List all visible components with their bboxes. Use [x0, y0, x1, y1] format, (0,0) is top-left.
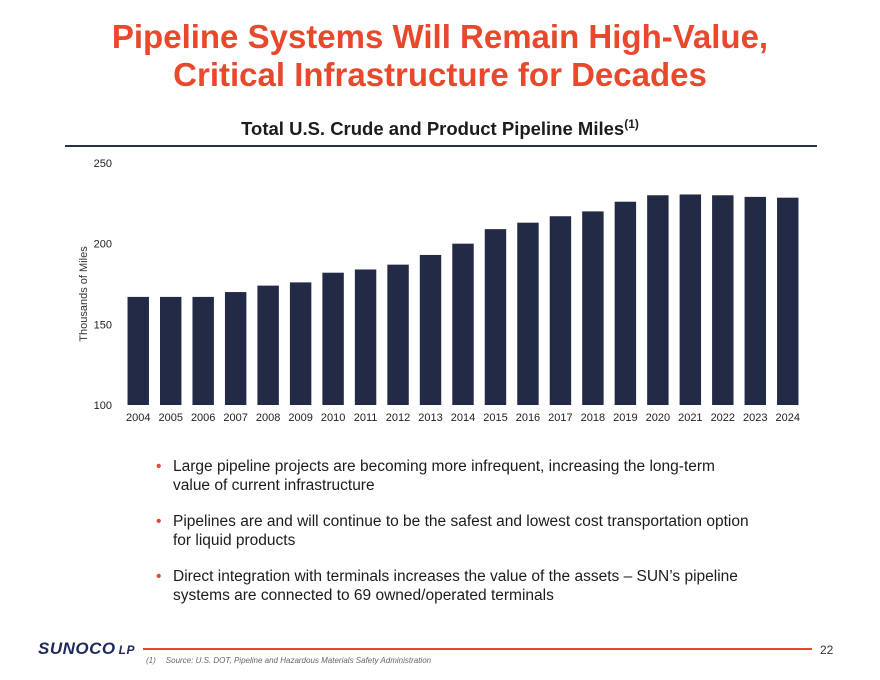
x-tick-label: 2011: [354, 412, 378, 424]
bar-2016: [517, 222, 539, 405]
bullet-text: Direct integration with terminals increa…: [173, 568, 738, 604]
y-tick-label: 200: [94, 239, 112, 251]
bar-2009: [289, 282, 312, 405]
slide-title-line1: Pipeline Systems Will Remain High-Value,: [111, 18, 769, 55]
slide-title: Pipeline Systems Will Remain High-Value,…: [0, 18, 880, 94]
x-tick-label: 2010: [321, 412, 345, 424]
x-tick-label: 2024: [776, 412, 800, 424]
x-tick-label: 2019: [613, 412, 637, 424]
footnote-text: Source: U.S. DOT, Pipeline and Hazardous…: [165, 656, 432, 665]
x-tick-label: 2018: [581, 412, 605, 424]
bar-2011: [354, 269, 377, 405]
bar-2010: [322, 272, 344, 405]
logo-text: SUNOCO: [38, 639, 116, 658]
chart-title-text: Total U.S. Crude and Product Pipeline Mi…: [241, 118, 625, 140]
bullet-icon: •: [156, 513, 162, 530]
x-tick-label: 2017: [548, 412, 572, 424]
x-tick-label: 2013: [418, 412, 442, 424]
sunoco-logo: SUNOCO LP: [38, 639, 135, 659]
bar-2024: [777, 197, 799, 405]
y-tick-label: 100: [94, 400, 112, 412]
bar-2013: [419, 254, 442, 405]
bar-2008: [257, 285, 279, 405]
bullet-icon: •: [156, 458, 162, 475]
bullet-item: • Direct integration with terminals incre…: [156, 567, 756, 605]
bullet-text: Pipelines are and will continue to be th…: [173, 513, 749, 549]
bar-2005: [159, 296, 182, 405]
footnote: (1) Source: U.S. DOT, Pipeline and Hazard…: [146, 656, 431, 665]
x-tick-label: 2014: [451, 412, 475, 424]
footer-divider: [143, 648, 812, 650]
chart-title: Total U.S. Crude and Product Pipeline Mi…: [0, 117, 880, 140]
bar-2022: [712, 195, 734, 405]
bar-2006: [192, 296, 214, 405]
x-tick-label: 2023: [743, 412, 767, 424]
x-tick-label: 2007: [223, 412, 247, 424]
bar-2019: [614, 201, 637, 405]
x-tick-label: 2005: [158, 412, 182, 424]
bullet-list: • Large pipeline projects are becoming mo…: [156, 457, 756, 622]
bullet-text: Large pipeline projects are becoming mor…: [173, 458, 715, 494]
chart-title-footnote-mark: (1): [624, 117, 639, 131]
bar-2018: [582, 211, 604, 405]
bullet-item: • Pipelines are and will continue to be t…: [156, 512, 756, 550]
x-tick-label: 2006: [191, 412, 215, 424]
bar-2021: [679, 194, 702, 405]
x-tick-label: 2021: [678, 412, 702, 424]
x-tick-label: 2012: [386, 412, 410, 424]
x-tick-label: 2008: [256, 412, 280, 424]
bar-2017: [549, 216, 572, 405]
x-tick-label: 2016: [516, 412, 540, 424]
footnote-marker: (1): [146, 656, 156, 665]
title-divider: [65, 145, 817, 147]
page-number: 22: [820, 643, 834, 657]
y-tick-label: 150: [94, 319, 112, 331]
bar-2007: [224, 292, 247, 405]
logo-suffix: LP: [118, 643, 135, 657]
bar-2012: [387, 264, 409, 405]
x-tick-label: 2009: [288, 412, 312, 424]
x-tick-label: 2004: [126, 412, 150, 424]
bar-2014: [452, 243, 474, 405]
slide-title-line2: Critical Infrastructure for Decades: [173, 56, 707, 93]
bar-2023: [744, 196, 767, 405]
bar-2020: [647, 195, 669, 405]
x-tick-label: 2022: [711, 412, 735, 424]
y-tick-label: 250: [94, 158, 112, 170]
bar-2015: [484, 229, 507, 405]
y-axis-label: Thousands of Miles: [78, 246, 90, 342]
bullet-icon: •: [156, 568, 162, 585]
bar-chart: 100 150 200 250 Thousands of Miles 2004 2005 20…: [78, 158, 800, 424]
x-tick-label: 2015: [483, 412, 507, 424]
bar-2004: [127, 296, 149, 405]
bullet-item: • Large pipeline projects are becoming mo…: [156, 457, 756, 495]
x-tick-label: 2020: [646, 412, 670, 424]
